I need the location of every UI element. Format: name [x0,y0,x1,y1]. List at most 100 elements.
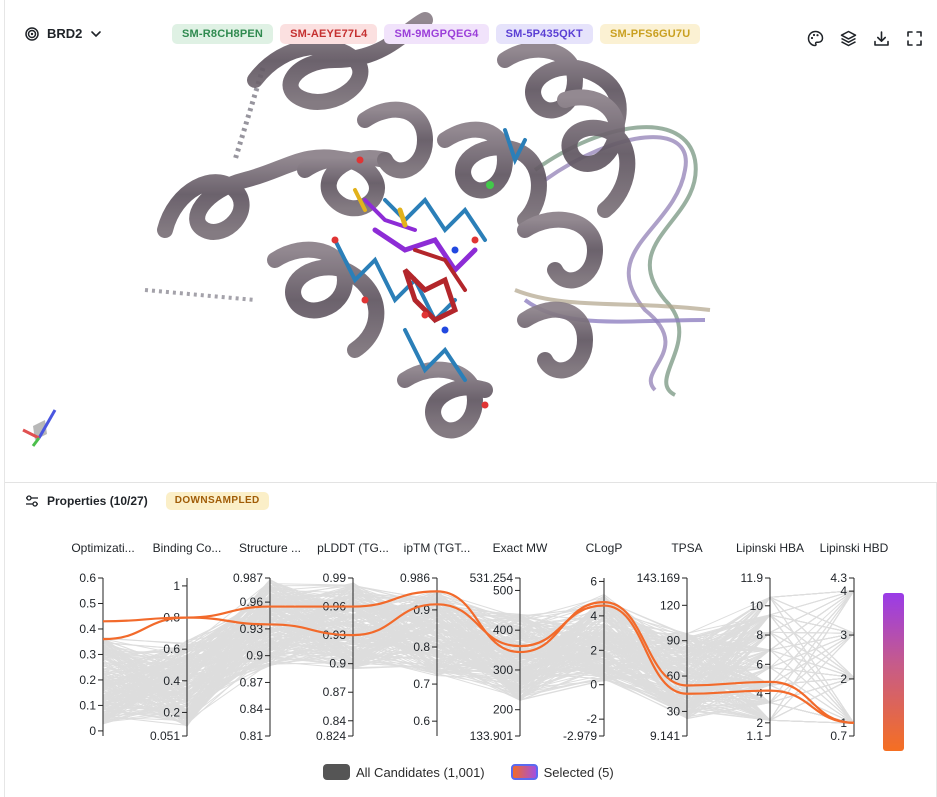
tick-label: -2 [586,712,597,726]
candidate-chip-list: SM-R8CH8PEN SM-AEYE77L4 SM-9MGPQEG4 SM-5P43… [172,24,701,44]
candidate-line [102,590,855,708]
candidate-chip-1[interactable]: SM-AEYE77L4 [280,24,378,44]
candidate-line [102,592,855,725]
target-selector[interactable]: BRD2 [25,26,102,41]
download-button[interactable] [871,28,891,48]
molecule-viewer[interactable]: BRD2 SM-R8CH8PEN SM-AEYE77L4 SM-9MGPQEG4 SM… [5,0,937,482]
candidate-line [102,592,855,726]
tick-label: 0.84 [240,702,264,716]
fullscreen-button[interactable] [904,28,924,48]
candidate-line [102,594,855,722]
candidate-line [102,605,855,721]
candidate-line [102,590,855,690]
candidate-line [102,630,855,724]
candidate-line [102,599,855,724]
candidate-chip-2[interactable]: SM-9MGPQEG4 [384,24,489,44]
axis-label: TPSA [671,541,702,555]
candidate-line [102,590,855,688]
candidate-chip-4[interactable]: SM-PFS6GU7U [599,24,701,44]
tick-label: 0.986 [400,571,430,585]
tick-label: 0.9 [329,657,346,671]
tick-label: 133.901 [470,729,514,743]
candidate-line [102,590,855,692]
candidate-chip-3[interactable]: SM-5P435QKT [495,24,593,44]
candidate-line [102,623,855,724]
candidate-line [102,617,855,692]
candidate-line [102,605,855,724]
candidate-line [102,599,855,710]
candidate-line [102,607,855,724]
tick-label: 0 [89,724,96,738]
candidate-line [102,585,855,718]
candidate-line [102,584,855,717]
candidate-line [102,596,855,701]
candidate-line [102,595,855,724]
tick-label: 120 [660,598,680,612]
viewer-toolbar [805,28,924,48]
tick-label: 400 [493,623,513,637]
candidate-line [102,590,855,713]
candidate-line [102,640,855,724]
candidate-line [102,596,855,724]
candidate-line [102,609,855,724]
parallel-coordinates-chart[interactable]: Optimizati... 0.6 0.5 0.4 0.3 0.2 0.1 0 Binding … [5,530,937,752]
tick-label: 531.254 [470,571,514,585]
candidate-line [102,581,855,674]
candidate-chip-0[interactable]: SM-R8CH8PEN [172,24,274,44]
candidate-line [102,615,855,709]
candidate-line [102,601,855,724]
tick-label: 2 [756,716,763,730]
candidate-line [102,586,855,691]
candidate-line [102,596,855,705]
tick-label: 0.1 [79,698,96,712]
selected-swatch[interactable] [510,764,538,780]
candidate-line [102,619,855,724]
tick-label: 0.93 [240,622,264,636]
candidate-line [102,596,855,717]
tick-label: 0.2 [79,673,96,687]
downsampled-badge: DOWNSAMPLED [165,492,269,510]
tick-label: 143.169 [637,571,681,585]
candidate-line [102,600,855,724]
protein-structure-render[interactable] [5,0,937,482]
candidate-line [102,613,855,708]
candidate-line [102,621,855,724]
candidate-line [102,591,855,724]
candidate-line [102,597,855,721]
tick-label: 4 [840,584,847,598]
tick-label: 0.81 [240,729,264,743]
tick-label: 1 [173,579,180,593]
layers-button[interactable] [838,28,858,48]
candidate-line [102,624,855,713]
candidate-line [102,587,855,726]
axis-label: Optimizati... [71,541,134,555]
candidate-line [102,596,855,700]
candidate-line [102,590,855,709]
candidate-line [102,598,855,707]
tick-label: 0.96 [240,595,264,609]
candidate-line [102,601,855,724]
all-candidates-swatch[interactable] [323,764,350,780]
candidate-line [102,613,855,701]
candidate-line [102,581,855,724]
tick-label: 0.87 [323,685,347,699]
candidate-line [102,626,855,704]
candidate-line [102,600,855,724]
candidate-line [102,614,855,725]
candidate-line [102,604,855,700]
candidate-line [102,624,855,724]
tick-label: 0.6 [163,642,180,656]
candidate-line [102,589,855,691]
candidate-line [102,619,855,725]
candidate-line [102,578,855,721]
candidate-line [102,632,855,694]
candidate-line [102,590,855,718]
tick-label: 0.4 [79,622,96,636]
tick-label: 2 [840,672,847,686]
candidate-line [102,585,855,719]
candidate-line [102,603,855,721]
palette-button[interactable] [805,28,825,48]
candidate-line [102,581,855,724]
candidate-line [102,586,855,724]
candidate-line [102,590,855,721]
